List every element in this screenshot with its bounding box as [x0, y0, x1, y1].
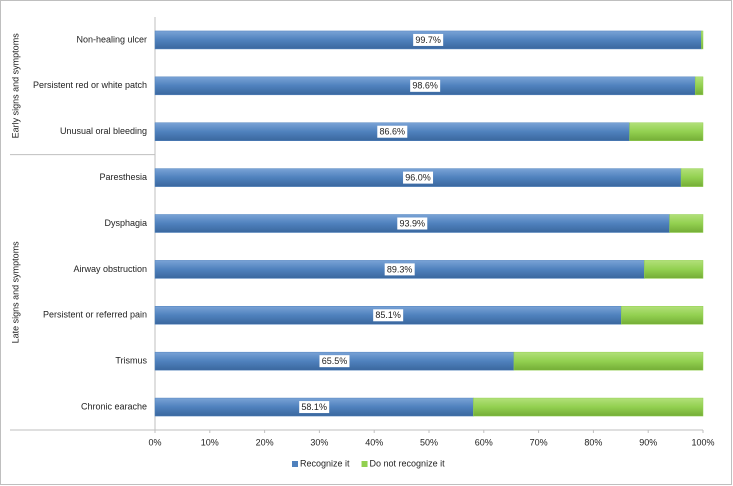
bar-segment: [621, 306, 704, 325]
data-label-bg: [319, 355, 350, 368]
x-tick-label: 30%: [310, 437, 328, 447]
x-tick-label: 50%: [420, 437, 438, 447]
bar-segment: [473, 397, 704, 417]
data-label: 85.1%: [375, 310, 401, 320]
bar-segment: [701, 30, 704, 50]
bar-segment: [513, 351, 704, 371]
y-tick-label: Persistent red or white patch: [33, 80, 147, 90]
y-tick-label: Non-healing ulcer: [76, 34, 147, 44]
x-tick-label: 40%: [365, 437, 383, 447]
bar-segment: [629, 122, 704, 141]
y-tick-label: Unusual oral bleeding: [60, 126, 147, 136]
bar-segment: [669, 214, 704, 233]
bar-segment: [680, 168, 704, 187]
group-label: Late signs and symptoms: [10, 241, 20, 344]
group-label: Early signs and symptoms: [10, 33, 20, 139]
y-tick-label: Persistent or referred pain: [43, 310, 147, 320]
x-tick-label: 20%: [256, 437, 274, 447]
legend-swatch: [361, 461, 368, 467]
data-label-bg: [373, 309, 404, 322]
y-tick-label: Airway obstruction: [73, 264, 147, 274]
x-tick-label: 0%: [148, 437, 161, 447]
legend-label: Recognize it: [300, 458, 350, 468]
y-tick-label: Paresthesia: [99, 172, 147, 182]
data-label-bg: [377, 125, 408, 138]
x-tick-label: 100%: [691, 437, 714, 447]
data-label: 58.1%: [301, 402, 327, 412]
data-label: 65.5%: [322, 356, 348, 366]
legend-swatch: [292, 461, 298, 467]
x-tick-label: 60%: [475, 437, 493, 447]
data-label: 86.6%: [380, 127, 406, 137]
data-label: 98.6%: [412, 81, 438, 91]
x-tick-label: 80%: [584, 437, 602, 447]
x-tick-label: 70%: [530, 437, 548, 447]
data-label: 93.9%: [400, 218, 426, 228]
data-label: 89.3%: [387, 264, 413, 274]
y-tick-label: Dysphagia: [104, 218, 147, 228]
data-label-bg: [403, 171, 434, 184]
data-label-bg: [410, 79, 441, 92]
y-tick-label: Trismus: [115, 356, 147, 366]
data-label: 96.0%: [405, 172, 431, 182]
data-label-bg: [384, 263, 415, 276]
data-label-bg: [299, 401, 330, 414]
x-tick-label: 10%: [201, 437, 219, 447]
data-label-bg: [397, 217, 428, 230]
bar-segment: [644, 260, 704, 279]
y-tick-label: Chronic earache: [81, 401, 147, 411]
legend-label: Do not recognize it: [370, 458, 446, 468]
bar-segment: [695, 76, 704, 96]
data-label-bg: [413, 33, 444, 46]
x-tick-label: 90%: [639, 437, 657, 447]
data-label: 99.7%: [415, 35, 441, 45]
